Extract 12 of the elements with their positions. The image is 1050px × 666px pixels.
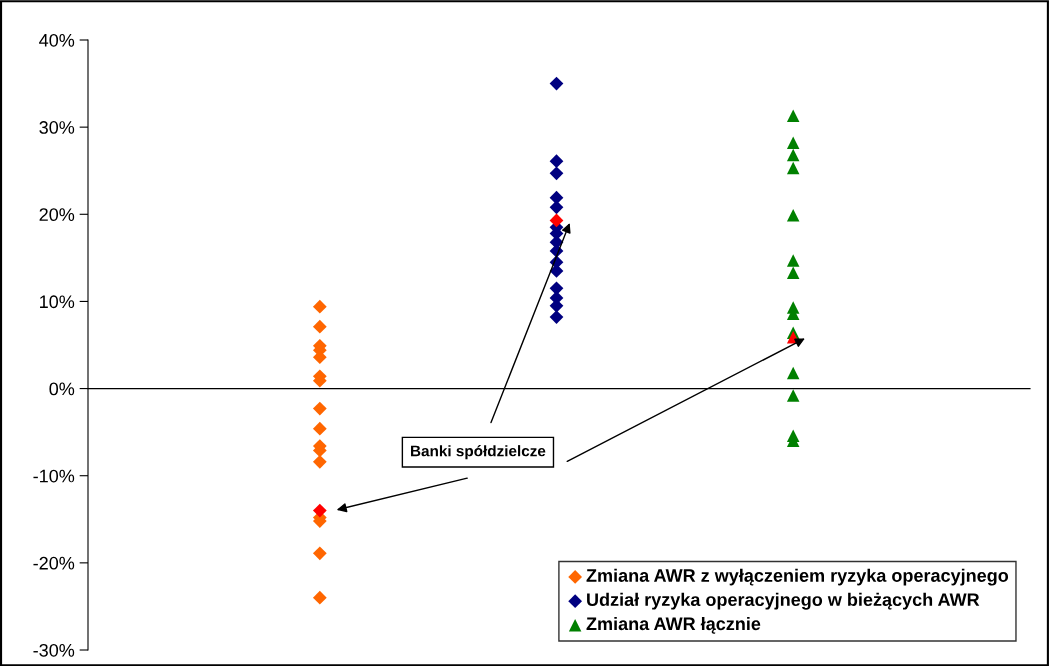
y-tick-label: 0% bbox=[49, 382, 75, 396]
annotation: Banki spółdzielcze bbox=[411, 445, 546, 460]
y-tick-label: -20% bbox=[33, 556, 75, 570]
y-tick-label: 30% bbox=[39, 121, 75, 134]
y-tick-label: 40% bbox=[39, 33, 75, 47]
legend-label: Zmiana AWR z wyłączeniem ryzyka operacyjnego bbox=[586, 568, 1009, 586]
y-tick-label: 20% bbox=[39, 208, 75, 222]
y-tick-label: -30% bbox=[33, 643, 75, 657]
legend-label: Zmiana AWR łącznie bbox=[586, 616, 761, 634]
y-tick-label: -10% bbox=[33, 469, 75, 483]
legend-label: Udział ryzyka operacyjnego w bieżących AWR bbox=[587, 592, 980, 610]
y-tick-label: 10% bbox=[40, 295, 75, 309]
